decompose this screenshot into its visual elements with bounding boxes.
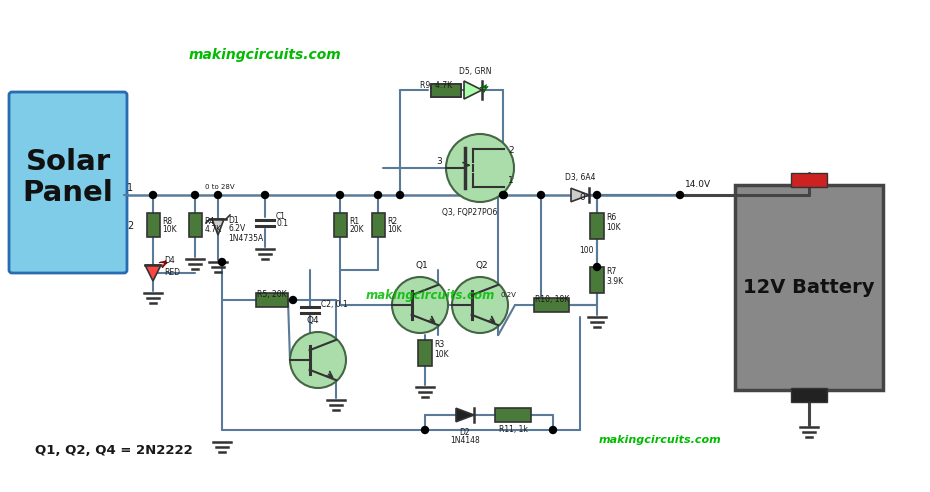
Text: 10K: 10K [163,224,177,234]
Circle shape [337,191,343,198]
Bar [590,267,604,293]
Text: Q1: Q1 [416,261,429,270]
Circle shape [192,191,198,198]
Bar [534,298,569,312]
Text: 20K: 20K [350,224,365,234]
Bar [371,213,384,237]
Text: 3.9K: 3.9K [606,277,623,286]
Circle shape [215,191,221,198]
Text: makingcircuits.com: makingcircuits.com [189,48,341,62]
Text: makingcircuits.com: makingcircuits.com [365,288,495,302]
Text: D3, 6A4: D3, 6A4 [565,173,595,182]
Circle shape [219,258,225,266]
Text: 0: 0 [579,193,585,202]
Text: 1N4148: 1N4148 [450,436,480,445]
Text: R4: R4 [205,216,215,225]
Text: 3: 3 [436,157,442,166]
Text: makingcircuits.com: makingcircuits.com [599,435,722,445]
Text: R3: R3 [434,340,445,349]
Bar [495,408,531,422]
Text: 100: 100 [579,246,593,255]
FancyBboxPatch shape [9,92,127,273]
Text: R11, 1k: R11, 1k [498,425,527,434]
Text: 1: 1 [127,183,133,193]
Text: R6: R6 [606,213,617,222]
Text: R9, 4.7K: R9, 4.7K [420,81,452,90]
Circle shape [499,191,507,198]
Text: R1: R1 [350,216,360,225]
Text: C2, 0.1: C2, 0.1 [321,300,348,309]
Circle shape [593,191,601,198]
Text: D1: D1 [228,216,239,225]
Polygon shape [571,188,589,202]
Text: 10K: 10K [606,223,620,232]
Circle shape [538,191,544,198]
Text: 0 to 28V: 0 to 28V [206,184,234,190]
Text: C1: C1 [276,212,286,221]
Circle shape [150,191,156,198]
Text: 6.2V: 6.2V [228,224,246,233]
Circle shape [290,332,346,388]
Circle shape [550,427,556,433]
Text: 1N4735A: 1N4735A [228,234,263,243]
Polygon shape [145,265,161,281]
Text: R2: R2 [388,216,398,225]
Text: 10K: 10K [388,224,402,234]
Text: Solar
Panel: Solar Panel [22,148,113,207]
Circle shape [392,277,448,333]
Text: 1: 1 [508,177,513,185]
Circle shape [446,134,514,202]
Text: D5, GRN: D5, GRN [458,67,491,76]
Text: Q3, FQP27PO6: Q3, FQP27PO6 [443,208,498,217]
Text: Q4: Q4 [307,316,319,325]
Circle shape [421,427,429,433]
Text: 10K: 10K [434,350,448,359]
Text: 2: 2 [508,146,513,154]
Bar [418,340,432,366]
Text: 4.7K: 4.7K [205,224,221,234]
Bar [590,213,604,239]
Circle shape [676,191,684,198]
Bar [431,84,461,96]
Text: D2: D2 [459,428,471,437]
Text: R8: R8 [163,216,173,225]
Text: 0.2V: 0.2V [500,292,516,298]
Circle shape [261,191,269,198]
Circle shape [500,191,507,198]
Bar [791,388,827,402]
Circle shape [375,191,381,198]
Circle shape [396,191,404,198]
Text: 2: 2 [127,221,133,231]
Text: RED: RED [164,268,180,277]
Bar [334,213,347,237]
Text: Q2: Q2 [475,261,488,270]
Text: 14.0V: 14.0V [685,180,711,189]
Text: 12V Battery: 12V Battery [743,278,875,297]
Polygon shape [456,408,474,422]
Bar [791,173,827,187]
Bar [147,213,160,237]
Polygon shape [212,219,224,235]
Text: R7: R7 [606,267,617,276]
Text: R5, 20K: R5, 20K [258,290,286,299]
Polygon shape [464,81,482,99]
Text: D4: D4 [164,256,175,265]
Text: 0.1: 0.1 [276,219,288,228]
Circle shape [452,277,508,333]
Circle shape [289,297,297,304]
Bar [189,213,202,237]
Bar [256,293,288,307]
Text: R10, 18K: R10, 18K [535,295,569,304]
Text: Q1, Q2, Q4 = 2N2222: Q1, Q2, Q4 = 2N2222 [35,443,193,457]
Circle shape [593,264,601,271]
Bar [431,84,461,97]
Bar [735,185,883,390]
